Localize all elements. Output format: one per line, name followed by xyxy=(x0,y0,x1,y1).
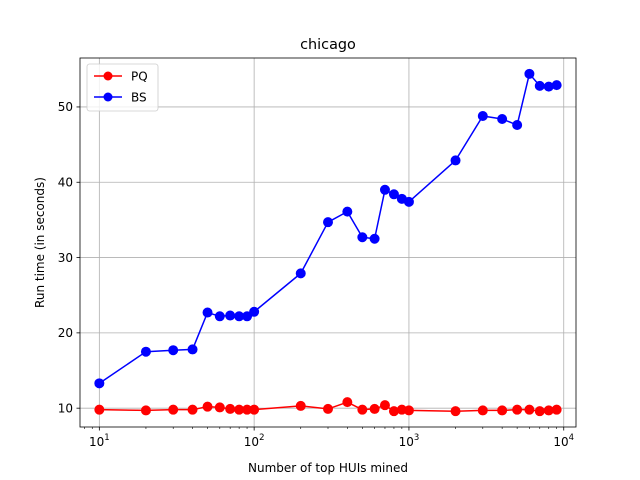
data-point-pq xyxy=(534,406,545,417)
data-point-pq xyxy=(497,405,508,416)
data-point-bs xyxy=(512,120,523,131)
legend: PQ BS xyxy=(86,63,159,112)
data-point-pq xyxy=(403,405,414,416)
data-point-bs xyxy=(450,155,461,166)
data-point-pq xyxy=(140,405,151,416)
x-tick-label: 104 xyxy=(553,433,574,449)
legend-item-pq: PQ xyxy=(94,69,148,83)
data-point-bs xyxy=(202,307,213,318)
data-point-pq xyxy=(357,404,368,415)
legend-label-bs: BS xyxy=(131,90,147,104)
y-tick-label: 30 xyxy=(58,251,73,265)
data-point-bs xyxy=(94,378,105,389)
data-point-bs xyxy=(295,268,306,279)
data-point-pq xyxy=(388,406,399,417)
data-point-pq xyxy=(512,404,523,415)
data-point-pq xyxy=(202,401,213,412)
data-point-pq xyxy=(551,404,562,415)
legend-marker-pq xyxy=(103,71,113,81)
data-point-pq xyxy=(524,404,535,415)
data-point-bs xyxy=(323,217,333,228)
legend-label-pq: PQ xyxy=(131,69,148,83)
y-tick-label: 50 xyxy=(58,100,73,114)
legend-marker-bs xyxy=(103,92,113,102)
grid-layer xyxy=(80,58,576,427)
data-point-bs xyxy=(140,346,151,357)
data-point-bs xyxy=(214,311,225,322)
data-point-bs xyxy=(249,306,260,317)
chart-title: chicago xyxy=(300,37,356,53)
data-point-bs xyxy=(379,184,390,195)
data-point-bs xyxy=(477,110,488,121)
data-point-pq xyxy=(168,404,179,415)
data-point-pq xyxy=(323,403,333,414)
data-point-pq xyxy=(295,400,306,411)
data-point-pq xyxy=(379,400,390,411)
data-point-pq xyxy=(214,402,225,413)
legend-item-bs: BS xyxy=(94,90,147,104)
data-point-pq xyxy=(187,404,198,415)
data-point-pq xyxy=(342,397,353,408)
data-point-pq xyxy=(477,405,488,416)
data-point-bs xyxy=(551,80,562,91)
data-point-pq xyxy=(225,403,236,414)
data-point-pq xyxy=(249,404,260,415)
data-point-pq xyxy=(369,403,380,414)
x-tick-label: 103 xyxy=(399,433,420,449)
data-point-bs xyxy=(534,80,545,91)
data-point-bs xyxy=(497,113,508,124)
data-point-bs xyxy=(242,311,253,322)
data-point-bs xyxy=(524,68,535,79)
y-tick-labels: 10 20 30 40 50 xyxy=(58,100,73,415)
data-point-bs xyxy=(543,81,554,92)
data-point-pq xyxy=(94,404,105,415)
x-tick-label: 102 xyxy=(244,433,265,449)
major-tick-layer xyxy=(76,106,565,431)
x-tick-label: 101 xyxy=(89,433,110,449)
plot-frame xyxy=(79,57,577,428)
data-point-bs xyxy=(357,232,368,243)
data-point-bs xyxy=(342,206,353,217)
x-axis-label: Number of top HUIs mined xyxy=(248,461,408,475)
data-point-bs xyxy=(369,233,380,244)
y-axis-label: Run time (in seconds) xyxy=(33,177,47,308)
series-line-bs xyxy=(98,73,557,384)
series-bs xyxy=(94,68,562,389)
data-point-bs xyxy=(403,196,414,207)
y-tick-label: 10 xyxy=(58,401,73,415)
y-tick-label: 40 xyxy=(58,175,73,189)
y-tick-label: 20 xyxy=(58,326,73,340)
data-point-bs xyxy=(187,344,198,355)
series-layer xyxy=(94,68,562,417)
series-pq xyxy=(94,397,562,417)
data-point-bs xyxy=(168,345,179,356)
data-point-bs xyxy=(225,310,236,321)
data-point-pq xyxy=(450,406,461,417)
x-tick-labels: 101 102 103 104 xyxy=(89,433,574,449)
data-point-bs xyxy=(388,189,399,200)
